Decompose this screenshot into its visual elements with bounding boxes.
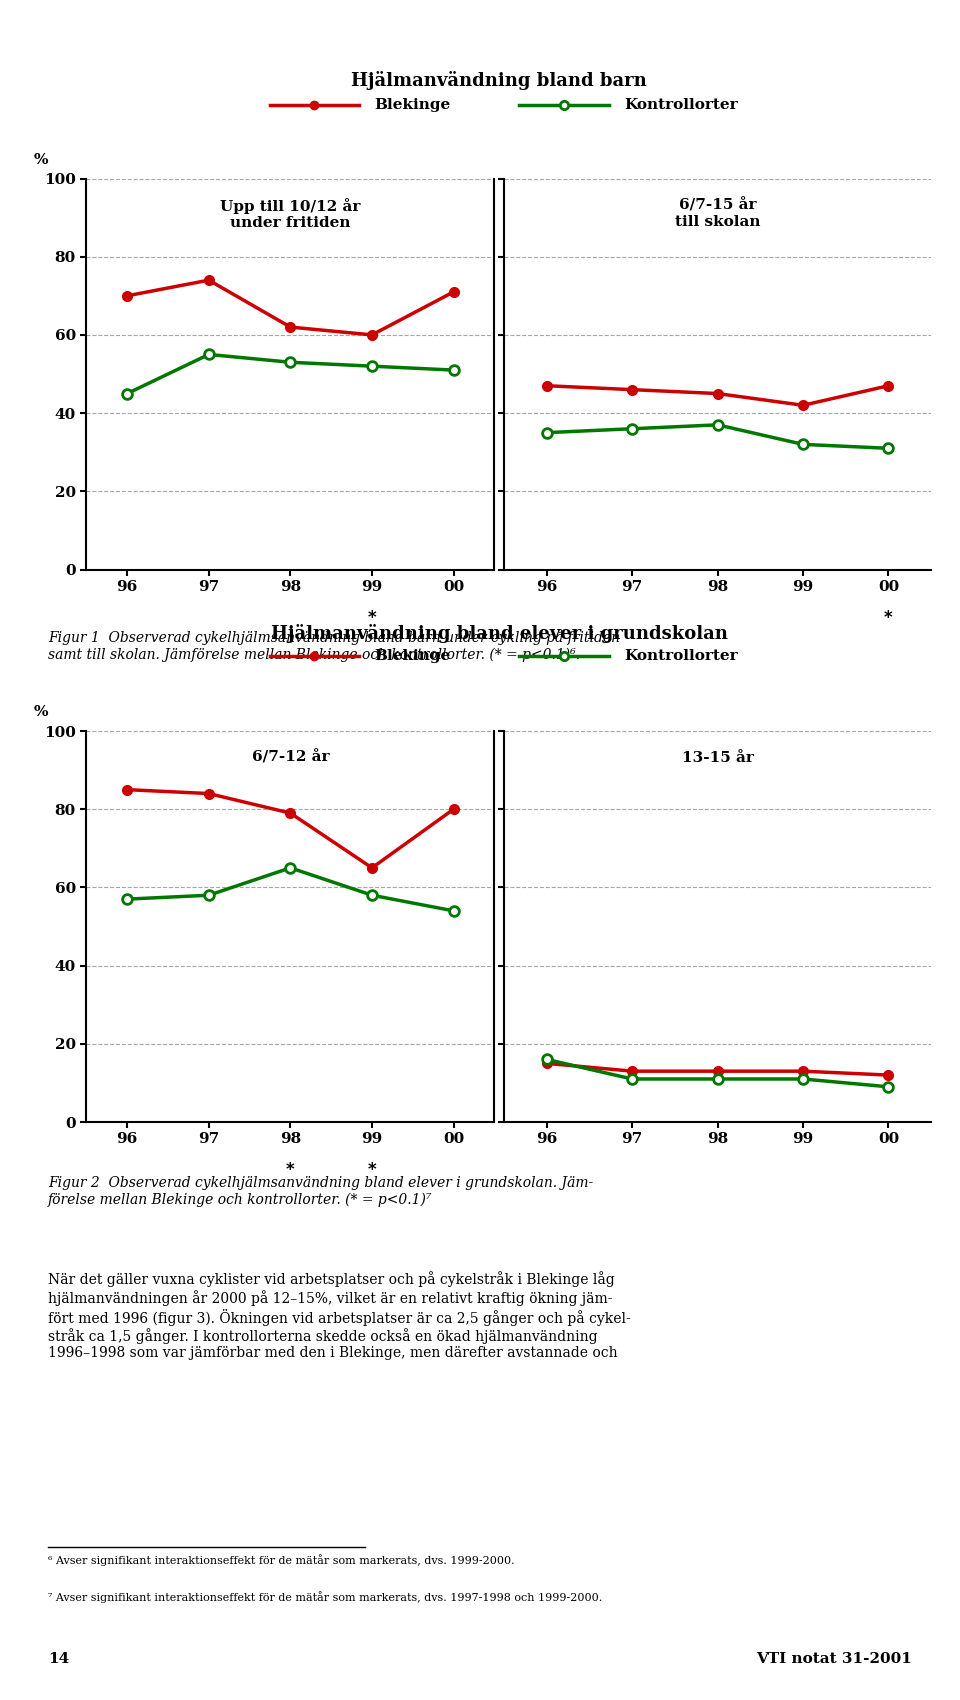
Text: Blekinge: Blekinge [374,99,450,112]
Text: 13-15 år: 13-15 år [682,751,754,765]
Text: Hjälmanvändning bland barn: Hjälmanvändning bland barn [351,71,647,90]
Text: Hjälmanvändning bland elever i grundskolan: Hjälmanvändning bland elever i grundskol… [271,624,728,643]
Text: 6/7-15 år
till skolan: 6/7-15 år till skolan [675,199,760,230]
Text: Figur 1  Observerad cykelhjälmsanvändning bland barn under cykling på fritiden
s: Figur 1 Observerad cykelhjälmsanvändning… [48,629,620,661]
Text: *: * [368,609,376,627]
Text: %: % [34,153,48,167]
Text: ⁷ Avser signifikant interaktionseffekt för de mätår som markerats, dvs. 1997-199: ⁷ Avser signifikant interaktionseffekt f… [48,1591,602,1603]
Text: Kontrollorter: Kontrollorter [624,99,737,112]
Text: *: * [884,609,893,627]
Text: VTI notat 31-2001: VTI notat 31-2001 [756,1652,912,1666]
Text: Upp till 10/12 år
under fritiden: Upp till 10/12 år under fritiden [220,199,361,230]
Text: 14: 14 [48,1652,69,1666]
Text: *: * [368,1161,376,1180]
Text: %: % [34,706,48,719]
Text: *: * [286,1161,295,1180]
Text: Figur 2  Observerad cykelhjälmsanvändning bland elever i grundskolan. Jäm-
förel: Figur 2 Observerad cykelhjälmsanvändning… [48,1176,593,1207]
Text: 6/7-12 år: 6/7-12 år [252,751,329,765]
Text: När det gäller vuxna cyklister vid arbetsplatser och på cykelstråk i Blekinge lå: När det gäller vuxna cyklister vid arbet… [48,1272,631,1360]
Text: ⁶ Avser signifikant interaktionseffekt för de mätår som markerats, dvs. 1999-200: ⁶ Avser signifikant interaktionseffekt f… [48,1554,515,1566]
Text: Kontrollorter: Kontrollorter [624,649,737,663]
Text: Blekinge: Blekinge [374,649,450,663]
